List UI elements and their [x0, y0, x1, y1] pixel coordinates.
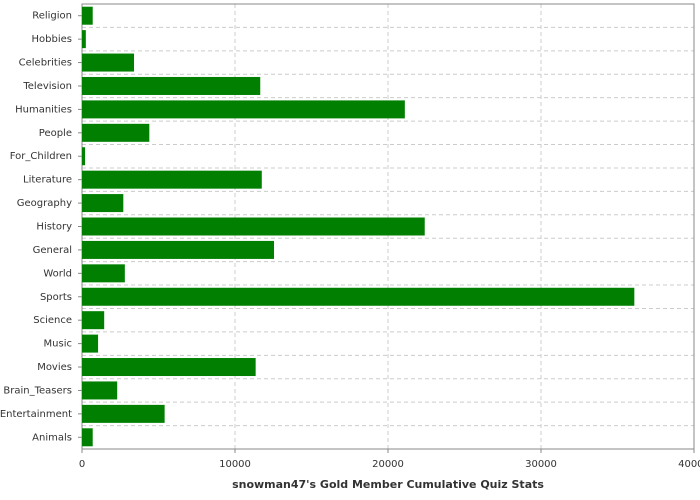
y-tick-label: Television	[22, 81, 72, 92]
x-axis-title: snowman47's Gold Member Cumulative Quiz …	[232, 478, 544, 491]
y-tick-label: Hobbies	[32, 34, 72, 45]
y-tick-label: Celebrities	[19, 58, 72, 69]
x-tick-label: 40000	[678, 459, 700, 470]
bar	[82, 358, 256, 377]
bar	[82, 30, 86, 49]
bar	[82, 6, 93, 25]
bar	[82, 287, 635, 306]
bar	[82, 100, 405, 119]
bar	[82, 194, 124, 213]
bar	[82, 217, 425, 236]
y-tick-label: World	[43, 268, 72, 279]
bar	[82, 428, 93, 447]
y-tick-label: Entertainment	[0, 409, 72, 420]
y-tick-label: For_Children	[10, 151, 72, 162]
bar	[82, 264, 125, 283]
bar	[82, 404, 165, 423]
bar	[82, 53, 135, 72]
bar	[82, 334, 99, 353]
y-tick-label: Religion	[32, 11, 72, 22]
x-tick-label: 10000	[219, 459, 251, 470]
bar	[82, 240, 275, 259]
bar	[82, 311, 105, 330]
x-tick-label: 20000	[372, 459, 404, 470]
y-tick-label: History	[36, 222, 72, 233]
x-tick-label: 30000	[525, 459, 557, 470]
y-tick-label: Brain_Teasers	[3, 385, 72, 396]
y-tick-label: Animals	[32, 432, 72, 443]
y-tick-label: Music	[44, 339, 72, 350]
y-tick-label: Movies	[37, 362, 72, 373]
y-tick-label: Literature	[23, 175, 72, 186]
bar	[82, 147, 86, 166]
bar	[82, 123, 150, 142]
y-tick-label: Science	[33, 315, 72, 326]
x-tick-label: 0	[79, 459, 85, 470]
bar	[82, 76, 261, 95]
bar	[82, 381, 118, 400]
y-tick-label: Humanities	[15, 104, 72, 115]
y-tick-label: Geography	[17, 198, 72, 209]
y-tick-label: People	[39, 128, 72, 139]
y-tick-label: General	[33, 245, 72, 256]
bar	[82, 170, 262, 189]
y-tick-label: Sports	[40, 292, 72, 303]
